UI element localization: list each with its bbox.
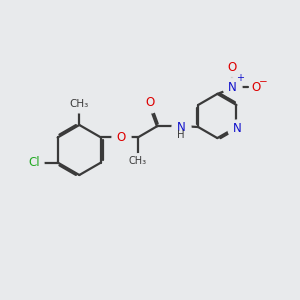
Text: O: O [252, 81, 261, 94]
Text: O: O [116, 131, 125, 144]
Text: +: + [236, 73, 244, 83]
Text: N: N [233, 122, 242, 135]
Text: H: H [177, 130, 185, 140]
Text: −: − [259, 77, 268, 87]
Text: N: N [177, 121, 185, 134]
Text: Cl: Cl [28, 156, 40, 169]
Text: O: O [227, 61, 237, 74]
Text: CH₃: CH₃ [70, 99, 89, 110]
Text: N: N [228, 81, 236, 94]
Text: CH₃: CH₃ [129, 156, 147, 166]
Text: O: O [146, 96, 155, 109]
